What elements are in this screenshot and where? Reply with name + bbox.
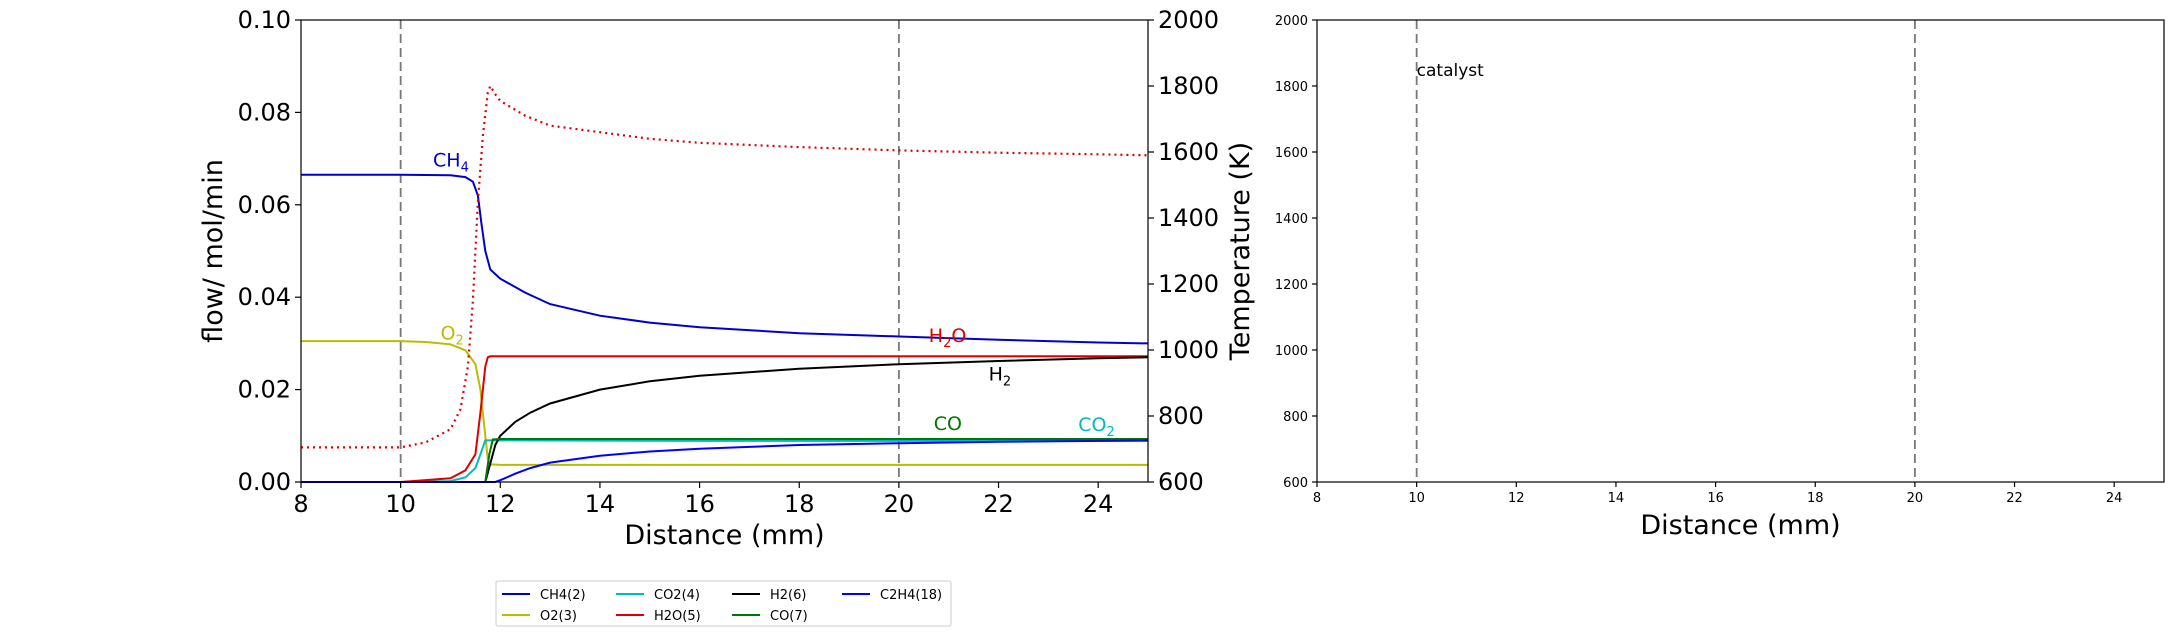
y-tick-label: 1200: [1275, 278, 1308, 293]
y-tick-label: 1400: [1275, 212, 1308, 227]
y2-axis-label: Temperature (K): [1225, 142, 1256, 361]
x-tick-label: 16: [1707, 491, 1724, 506]
y-tick-label: 0.02: [238, 376, 291, 404]
x-tick-label: 20: [1907, 491, 1924, 506]
x-tick-label: 18: [1807, 491, 1824, 506]
x-tick-label: 14: [1608, 491, 1625, 506]
y-tick-label: 0.06: [238, 191, 291, 219]
x-tick-label: 20: [884, 490, 915, 518]
plot-frame: [1316, 19, 2165, 483]
x-tick-label: 22: [2006, 491, 2023, 506]
y-tick-label: 0.08: [238, 98, 291, 126]
legend-frame: [495, 580, 952, 627]
x-tick-label: 16: [684, 490, 715, 518]
x-tick-label: 10: [1408, 491, 1425, 506]
legend-label: CO2(4): [654, 588, 700, 603]
series-line: [301, 439, 1148, 483]
x-tick-label: 10: [385, 490, 416, 518]
series-line: [301, 356, 1149, 483]
x-tick-label: 24: [1083, 490, 1114, 518]
y-tick-label: 0.04: [238, 283, 291, 311]
left-chart: 8 10 12 14 16 18 20 22 24 0.00 0.02 0.04 0.06 0.08 0.1…: [198, 6, 1256, 551]
species-annotation: H2: [989, 363, 1012, 389]
x-tick-label: 12: [1508, 491, 1525, 506]
legend-label: CO(7): [770, 609, 808, 624]
species-annotation: CO2: [1078, 414, 1115, 440]
x-axis-label: Distance (mm): [1640, 510, 1840, 541]
y-tick-label: 800: [1283, 410, 1308, 425]
y-axis-label: flow/ mol/min: [198, 159, 229, 343]
x-tick-label: 12: [485, 490, 516, 518]
catalyst-label: catalyst: [1417, 61, 1484, 81]
x-tick-label: 8: [293, 490, 308, 518]
y2-tick-label: 600: [1158, 468, 1204, 496]
y-tick-label: 0.00: [238, 468, 291, 496]
x-axis-label: Distance (mm): [624, 520, 824, 551]
legend-label: O2(3): [540, 609, 577, 624]
y-tick-label: 1000: [1275, 344, 1308, 359]
plot-frame: [300, 19, 1149, 483]
y-tick-label: 1600: [1275, 146, 1308, 161]
y2-tick-label: 1600: [1158, 138, 1219, 166]
series-line: [301, 439, 1149, 483]
y2-tick-label: 1000: [1158, 336, 1219, 364]
x-tick-label: 18: [784, 490, 815, 518]
y2-tick-label: 1200: [1158, 270, 1219, 298]
series-line: [301, 173, 1149, 345]
y-tick-label: 2000: [1275, 14, 1308, 29]
legend-label: H2O(5): [654, 609, 701, 624]
y2-tick-label: 800: [1158, 402, 1204, 430]
y2-tick-label: 1800: [1158, 72, 1219, 100]
x-tick-label: 14: [585, 490, 616, 518]
y2-tick-label: 1400: [1158, 204, 1219, 232]
y-tick-label: 1800: [1275, 80, 1308, 95]
x-tick-label: 8: [1313, 491, 1321, 506]
temperature-line: [301, 83, 1149, 449]
y-tick-label: 0.10: [238, 6, 291, 34]
legend-label: C2H4(18): [880, 588, 942, 603]
right-chart: 8 10 12 14 16 18 20 22 24 600 800 1000 1200 1400 1600 1…: [1275, 14, 2165, 541]
series-line: [301, 438, 1148, 483]
species-annotation: CO: [934, 413, 962, 435]
species-annotation: H2O: [929, 325, 967, 351]
legend-label: CH4(2): [540, 588, 586, 603]
legend: CH4(2) O2(3) CO2(4) H2O(5) H2(6) CO(7) C2H4(18…: [495, 580, 952, 627]
legend-label: H2(6): [770, 588, 806, 603]
x-tick-label: 24: [2106, 491, 2123, 506]
x-tick-label: 22: [983, 490, 1014, 518]
species-annotation: O2: [441, 323, 464, 349]
y2-tick-label: 2000: [1158, 6, 1219, 34]
y-tick-label: 600: [1283, 476, 1308, 491]
series-line: [301, 355, 1148, 483]
series-line: [301, 340, 1148, 466]
species-annotation: CH4: [433, 149, 469, 175]
